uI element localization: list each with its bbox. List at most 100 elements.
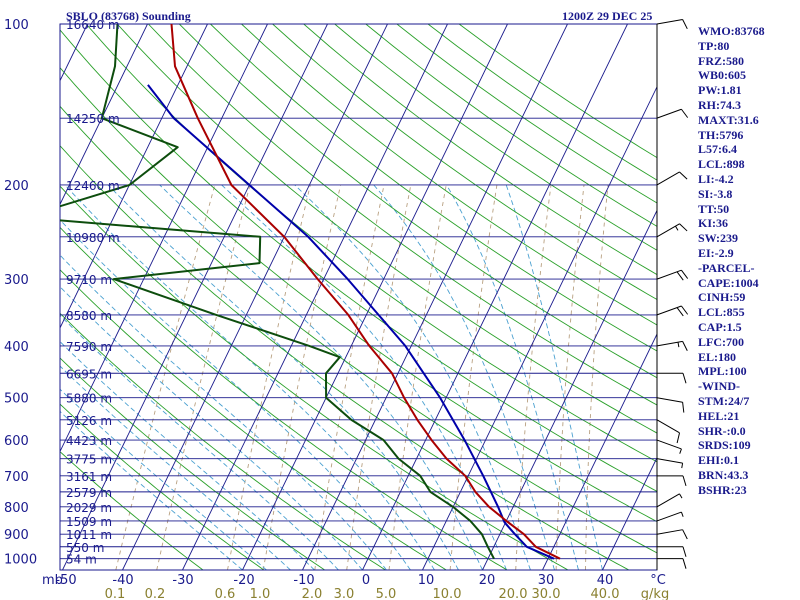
height-label: 6695 m (66, 367, 112, 381)
stat-item: TH:5796 (698, 127, 744, 142)
moist-adiabat-line (221, 184, 507, 570)
wind-barb (657, 475, 687, 486)
height-label: 1011 m (66, 528, 112, 542)
stat-item: TT:50 (698, 201, 730, 216)
mixing-ratio-label: 10.0 (433, 587, 462, 600)
mixing-ratio-line (227, 184, 311, 570)
stat-item: BSHR:23 (698, 482, 747, 497)
dry-adiabat-line (60, 403, 265, 570)
wind-barb (656, 305, 689, 317)
pressure-tick-label: 1000 (4, 553, 37, 568)
mixing-ratio-label: 0.6 (215, 587, 236, 600)
stat-item: PW:1.81 (698, 83, 742, 98)
isotherm-line (62, 24, 328, 570)
height-label: 4423 m (66, 434, 112, 448)
stat-item: -WIND- (698, 379, 740, 394)
parcel-trace (147, 84, 555, 560)
stat-item: EHI:0.1 (698, 453, 740, 468)
pressure-tick-label: 100 (4, 18, 29, 33)
stats-panel: WMO:83768 TP:80 FRZ:580 WB0:605 PW:1.81 RH:74… (698, 24, 798, 498)
height-label: 54 m (66, 553, 97, 567)
stat-item: WB0:605 (698, 68, 746, 83)
moist-adiabat-line (60, 340, 315, 570)
mixing-ratio-label: 0.2 (145, 587, 166, 600)
pressure-tick-label: 700 (4, 470, 29, 485)
height-label: 2029 m (66, 501, 112, 515)
moist-adiabat-line (294, 184, 531, 570)
dry-adiabat-line (210, 24, 657, 352)
stat-item: LCL:855 (698, 305, 745, 320)
wind-barb (656, 397, 685, 413)
height-label: 12460 m (66, 179, 120, 193)
stat-item: BRN:43.3 (698, 467, 749, 482)
mixing-ratio-line (449, 184, 498, 570)
isotherm-line (60, 24, 208, 329)
mixing-ratio-line (555, 184, 585, 570)
mixing-ratio-label: 2.0 (302, 587, 323, 600)
mixing-ratio-label: 0.1 (105, 587, 126, 600)
height-label: 14250 m (66, 112, 120, 126)
temperature-tick-label: mb (42, 573, 63, 588)
isotherm-line (542, 333, 657, 570)
wind-barb (656, 439, 682, 454)
dry-adiabat-line (60, 66, 657, 523)
wind-barb (657, 372, 687, 384)
mixing-ratio-line (585, 184, 609, 570)
temperature-tick-label: -30 (172, 573, 193, 588)
moist-adiabat-line (64, 184, 435, 570)
mixing-ratio-line (262, 184, 342, 570)
wind-barb (656, 171, 688, 186)
wind-barb (656, 493, 683, 508)
temperature-tick-label: °C (650, 573, 666, 588)
stat-item: SHR-:0.0 (698, 423, 746, 438)
stat-item: LI:-4.2 (698, 171, 734, 186)
mixing-ratio-label: 30.0 (532, 587, 561, 600)
wind-barb (656, 269, 689, 281)
stat-item: SW:239 (698, 231, 739, 246)
dry-adiabat-line (60, 226, 508, 570)
temperature-tick-label: -40 (112, 573, 133, 588)
mixing-ratio-label: 3.0 (334, 587, 355, 600)
mixing-ratio-label: 5.0 (376, 587, 397, 600)
height-label: 550 m (66, 541, 104, 555)
moist-adiabat-line (60, 314, 339, 570)
temperature-trace (170, 24, 561, 560)
dry-adiabat-line (60, 451, 204, 570)
isotherm-line (302, 24, 568, 570)
height-label: 7590 m (66, 340, 112, 354)
mixing-ratio-unit: g/kg (641, 587, 669, 600)
stat-item: EI:-2.9 (698, 245, 734, 260)
valid-time: 1200Z 29 DEC 25 (562, 9, 653, 23)
pressure-tick-label: 200 (4, 179, 29, 194)
wind-barb (657, 558, 687, 569)
dry-adiabat-line (116, 24, 657, 434)
stat-item: MPL:100 (698, 364, 747, 379)
dry-adiabat-line (178, 24, 657, 379)
height-label: 10980 m (66, 231, 120, 245)
moist-adiabat-line (373, 184, 555, 570)
temperature-tick-label: 10 (418, 573, 435, 588)
wind-barb (656, 511, 684, 522)
stat-item: LFC:700 (698, 334, 744, 349)
wind-barb (657, 546, 687, 557)
mixing-ratio-line (388, 184, 447, 570)
dry-adiabat-line (272, 24, 657, 301)
stat-item: KI:36 (698, 216, 728, 231)
dry-adiabat-line (60, 105, 657, 554)
station-title: SBLO (83768) Sounding (66, 9, 191, 23)
stat-item: WMO:83768 (698, 24, 765, 38)
dry-adiabat-line (303, 24, 657, 276)
height-label: 9710 m (66, 273, 112, 287)
dry-adiabat-line (60, 269, 447, 570)
height-label: 2579 m (66, 486, 112, 500)
stat-item: STM:24/7 (698, 393, 750, 408)
isotherm-line (242, 24, 508, 570)
temperature-tick-label: 0 (362, 573, 370, 588)
pressure-tick-label: 300 (4, 273, 29, 288)
mixing-ratio-line (115, 184, 216, 570)
moist-adiabat-line (60, 365, 291, 570)
isotherm-line (482, 209, 657, 570)
mixing-ratio-label: 1.0 (250, 587, 271, 600)
temperature-tick-label: 20 (479, 573, 496, 588)
